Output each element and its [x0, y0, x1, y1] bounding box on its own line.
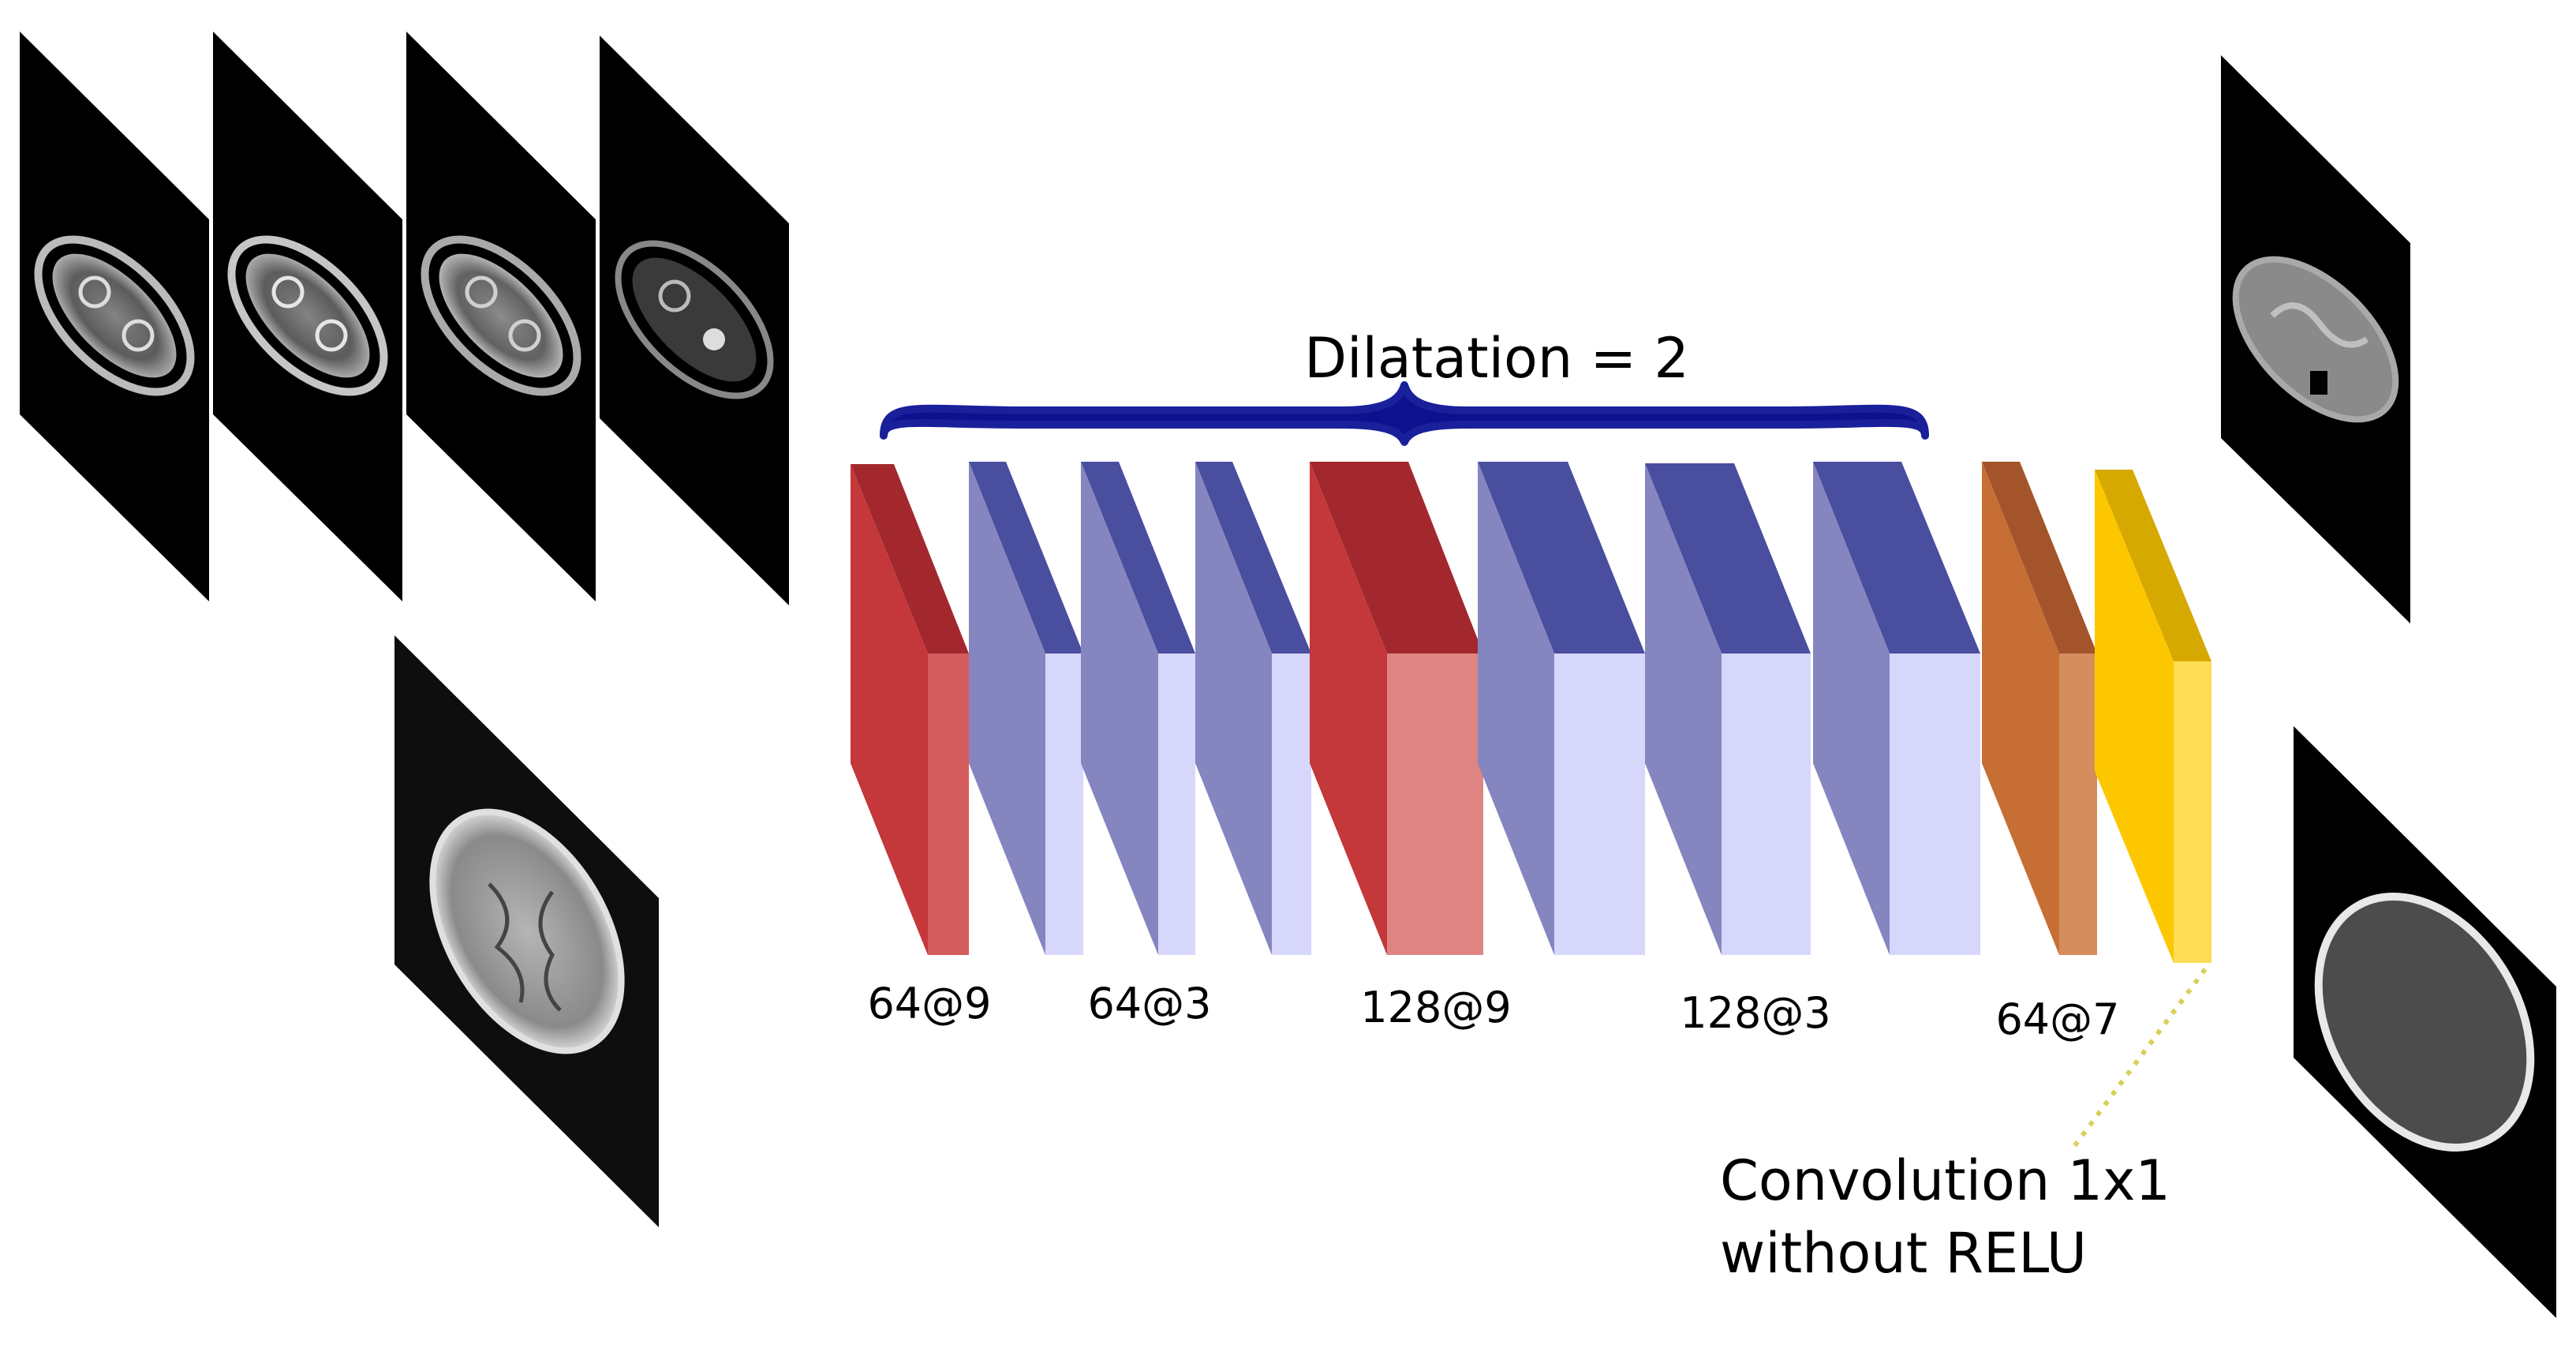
input-slices: [20, 32, 789, 1227]
conv-block-blue-6: [1813, 462, 1980, 955]
mri-slice-icon: [406, 32, 596, 601]
conv-block-orange: [1982, 462, 2097, 955]
ct-slice-icon: [2221, 55, 2410, 624]
conv-block-blue-5: [1645, 463, 1811, 955]
conv-block-blue-4: [1478, 462, 1645, 955]
output-slices: [2221, 55, 2556, 1318]
dilatation-label: Dilatation = 2: [1304, 326, 1689, 391]
layer-label: 64@7: [1995, 994, 2119, 1044]
conv-note-line2: without RELU: [1720, 1221, 2087, 1286]
ct-slice-icon: [2294, 726, 2556, 1318]
layer-label: 64@9: [867, 979, 991, 1028]
dilatation-brace: [880, 381, 1929, 446]
conv-block-red-1: [851, 464, 969, 955]
mri-slice-icon: [600, 36, 789, 605]
conv-block-blue-3: [1195, 462, 1311, 955]
conv-block-yellow: [2095, 470, 2211, 963]
conv-block-blue-2: [1081, 462, 1195, 955]
mri-slice-icon: [20, 32, 209, 601]
layer-label: 128@9: [1360, 983, 1511, 1032]
layer-label: 64@3: [1087, 979, 1211, 1028]
conv-note-line1: Convolution 1x1: [1720, 1148, 2170, 1213]
conv-block-blue-1: [969, 462, 1083, 955]
mri-slice-icon: [213, 32, 402, 601]
layer-label: 128@3: [1680, 988, 1830, 1038]
conv-block-red-2: [1310, 462, 1483, 955]
mri-slice-icon: [394, 635, 659, 1227]
